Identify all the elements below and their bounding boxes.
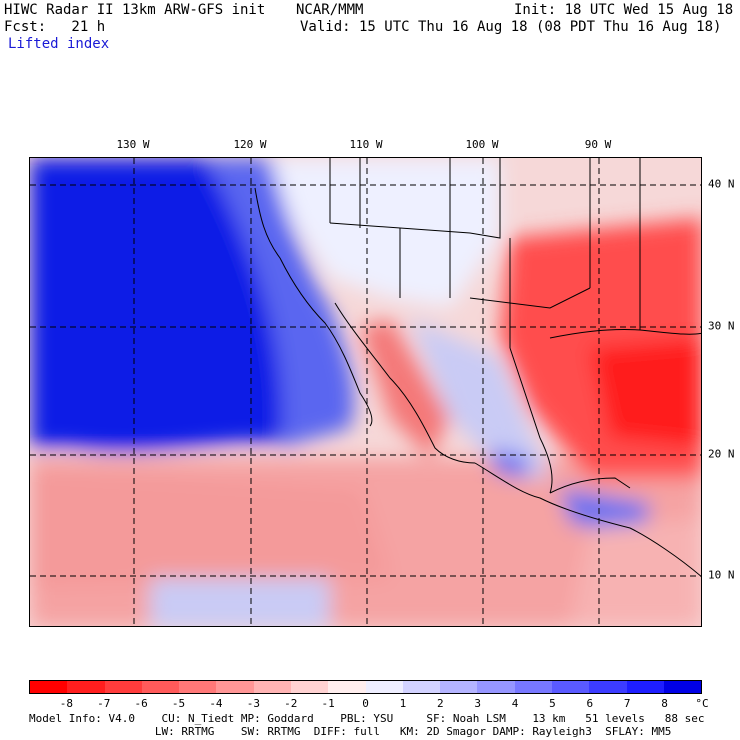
lat-label: 20 N: [708, 447, 735, 461]
model-info-line2: LW: RRTMG SW: RRTMG DIFF: full KM: 2D Sm…: [29, 725, 672, 738]
colorbar-tick-label: 4: [511, 697, 519, 710]
org-label: NCAR/MMM: [296, 2, 364, 18]
colorbar-tick-label: -7: [97, 697, 111, 710]
colorbar: [29, 680, 702, 694]
lon-label: 90 W: [584, 138, 612, 151]
colorbar-tick-label: -3: [246, 697, 260, 710]
colorbar-tick-label: 5: [549, 697, 556, 710]
colorbar-segment: [589, 681, 627, 693]
colorbar-segment: [290, 681, 329, 693]
colorbar-segment: [328, 681, 366, 693]
colorbar-segment: [477, 681, 515, 693]
colorbar-tick-label: 6: [586, 697, 594, 710]
lat-label: 40 N: [708, 177, 735, 191]
lifted-index-map: [29, 157, 702, 627]
colorbar-segment: [253, 681, 291, 693]
valid-time: Valid: 15 UTC Thu 16 Aug 18 (08 PDT Thu …: [300, 19, 722, 35]
colorbar-tick-label: -5: [171, 697, 186, 710]
colorbar-segment: [402, 681, 441, 693]
colorbar-segment: [514, 681, 552, 693]
colorbar-tick-label: -1: [321, 697, 335, 710]
model-title: HIWC Radar II 13km ARW-GFS init: [4, 2, 266, 18]
colorbar-segment: [30, 681, 68, 693]
colorbar-segment: [626, 681, 664, 693]
init-time: Init: 18 UTC Wed 15 Aug 18: [514, 2, 734, 18]
colorbar-unit: °C: [695, 697, 709, 710]
field-name: Lifted index: [8, 36, 110, 52]
colorbar-segment: [216, 681, 254, 693]
coastlines: [254, 158, 701, 577]
colorbar-segment: [663, 681, 702, 693]
colorbar-tick-label: 2: [436, 697, 444, 710]
map-canvas: [30, 158, 701, 626]
colorbar-tick-label: 0: [362, 697, 369, 710]
forecast-hour: Fcst: 21 h: [4, 19, 106, 35]
colorbar-tick-label: 8: [661, 697, 668, 710]
lon-label: 100 W: [465, 138, 499, 151]
lat-label: 10 N: [708, 568, 735, 582]
colorbar-segment: [104, 681, 142, 693]
colorbar-tick-label: -6: [134, 697, 148, 710]
colorbar-tick-label: -2: [284, 697, 298, 710]
colorbar-segment: [440, 681, 478, 693]
colorbar-tick-label: 1: [399, 697, 407, 710]
lat-label: 30 N: [708, 319, 735, 333]
lon-label: 110 W: [349, 138, 383, 151]
colorbar-tick-label: -8: [59, 697, 73, 710]
lon-label: 130 W: [116, 138, 150, 151]
colorbar-segment: [179, 681, 217, 693]
model-info-line1: Model Info: V4.0 CU: N_Tiedt MP: Goddard…: [29, 712, 705, 725]
colorbar-segment: [551, 681, 590, 693]
lat-lon-grid: [30, 158, 701, 626]
colorbar-segment: [67, 681, 105, 693]
colorbar-tick-label: -4: [209, 697, 223, 710]
colorbar-segment: [365, 681, 403, 693]
lon-label: 120 W: [233, 138, 267, 151]
colorbar-segment: [141, 681, 180, 693]
colorbar-tick-label: 7: [623, 697, 631, 710]
colorbar-tick-label: 3: [474, 697, 481, 710]
